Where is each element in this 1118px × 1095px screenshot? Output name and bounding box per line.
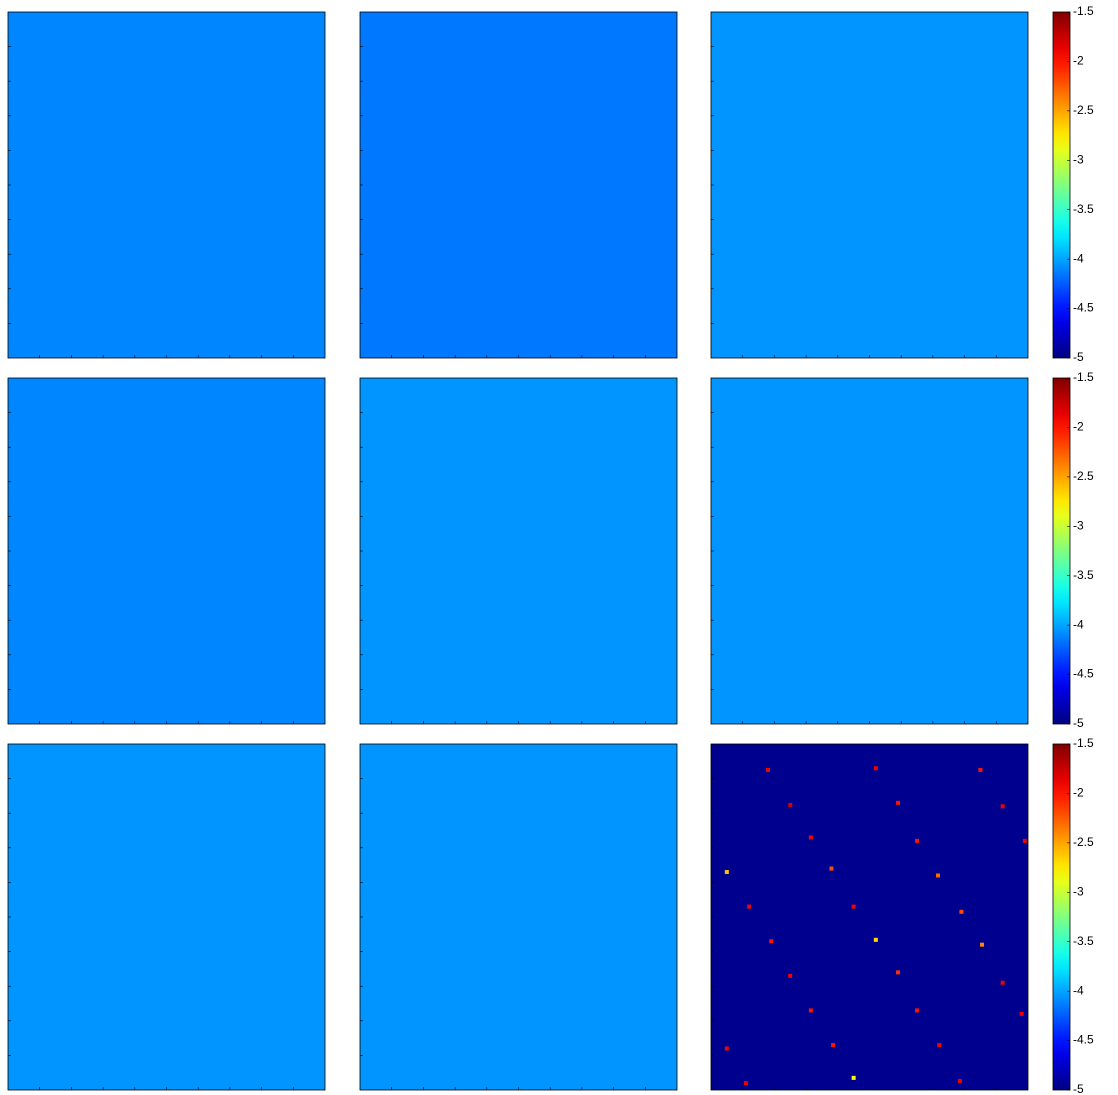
heatmap-panel bbox=[711, 12, 1028, 358]
heatmap-panel bbox=[8, 378, 325, 724]
colorbar bbox=[1052, 377, 1071, 725]
hot-spot bbox=[957, 1079, 962, 1084]
colorbar-tick-label: -5 bbox=[1073, 350, 1084, 364]
colorbar-tick-label: -1.5 bbox=[1073, 370, 1094, 384]
hot-spot bbox=[724, 870, 729, 875]
colorbar-tick-label: -2.5 bbox=[1073, 469, 1094, 483]
hot-spot bbox=[1019, 1011, 1024, 1016]
hot-spot bbox=[937, 1043, 942, 1048]
colorbar-tick-label: -1.5 bbox=[1073, 4, 1094, 18]
colorbar-tick-label: -4.5 bbox=[1073, 1033, 1094, 1047]
hot-spot bbox=[831, 1043, 836, 1048]
hot-spot bbox=[851, 904, 856, 909]
hot-spot bbox=[851, 1075, 856, 1080]
heatmap-panel bbox=[711, 744, 1028, 1090]
hot-spot bbox=[959, 909, 964, 914]
colorbar-tick-label: -3.5 bbox=[1073, 934, 1094, 948]
hot-spot bbox=[873, 766, 878, 771]
colorbar-tick-label: -4.5 bbox=[1073, 301, 1094, 315]
hot-spot bbox=[829, 866, 834, 871]
colorbar-tick-label: -5 bbox=[1073, 1082, 1084, 1095]
colorbar-tick-label: -2 bbox=[1073, 54, 1084, 68]
colorbar-tick-label: -2 bbox=[1073, 786, 1084, 800]
hot-spot bbox=[808, 1008, 813, 1013]
colorbar bbox=[1052, 743, 1071, 1091]
heatmap-panel bbox=[360, 744, 677, 1090]
colorbar-tick-label: -2.5 bbox=[1073, 103, 1094, 117]
hot-spot bbox=[1022, 838, 1027, 843]
colorbar-tick-label: -3 bbox=[1073, 884, 1084, 898]
hot-spot bbox=[873, 937, 878, 942]
colorbar-tick-label: -4 bbox=[1073, 983, 1084, 997]
colorbar-tick-label: -3 bbox=[1073, 152, 1084, 166]
colorbar-tick-label: -3 bbox=[1073, 518, 1084, 532]
colorbar-tick-label: -4 bbox=[1073, 617, 1084, 631]
hot-spot bbox=[1000, 804, 1005, 809]
colorbar-tick-label: -4 bbox=[1073, 251, 1084, 265]
colorbar-tick-label: -2 bbox=[1073, 420, 1084, 434]
hot-spot bbox=[915, 838, 920, 843]
hot-spot bbox=[766, 767, 771, 772]
hot-spot bbox=[788, 973, 793, 978]
hot-spot bbox=[896, 970, 901, 975]
hot-spot bbox=[747, 904, 752, 909]
heatmap-panel bbox=[711, 378, 1028, 724]
colorbar-tick-label: -4.5 bbox=[1073, 667, 1094, 681]
colorbar-tick-label: -3.5 bbox=[1073, 568, 1094, 582]
colorbar-tick-label: -3.5 bbox=[1073, 202, 1094, 216]
hot-spot bbox=[808, 835, 813, 840]
hot-spot bbox=[896, 800, 901, 805]
heatmap-panel bbox=[360, 378, 677, 724]
colorbar-tick-label: -5 bbox=[1073, 716, 1084, 730]
hot-spot bbox=[769, 939, 774, 944]
colorbar-tick-label: -1.5 bbox=[1073, 736, 1094, 750]
colorbar-tick-label: -2.5 bbox=[1073, 835, 1094, 849]
hot-spot bbox=[915, 1008, 920, 1013]
hot-spot bbox=[743, 1081, 748, 1086]
heatmap-panel bbox=[360, 12, 677, 358]
hot-spot bbox=[724, 1046, 729, 1051]
hot-spot bbox=[935, 873, 940, 878]
hot-spot bbox=[980, 942, 985, 947]
hot-spot bbox=[1000, 980, 1005, 985]
hot-spot bbox=[978, 767, 983, 772]
heatmap-panel bbox=[8, 744, 325, 1090]
heatmap-panel bbox=[8, 12, 325, 358]
colorbar bbox=[1052, 11, 1071, 359]
hot-spot bbox=[788, 802, 793, 807]
